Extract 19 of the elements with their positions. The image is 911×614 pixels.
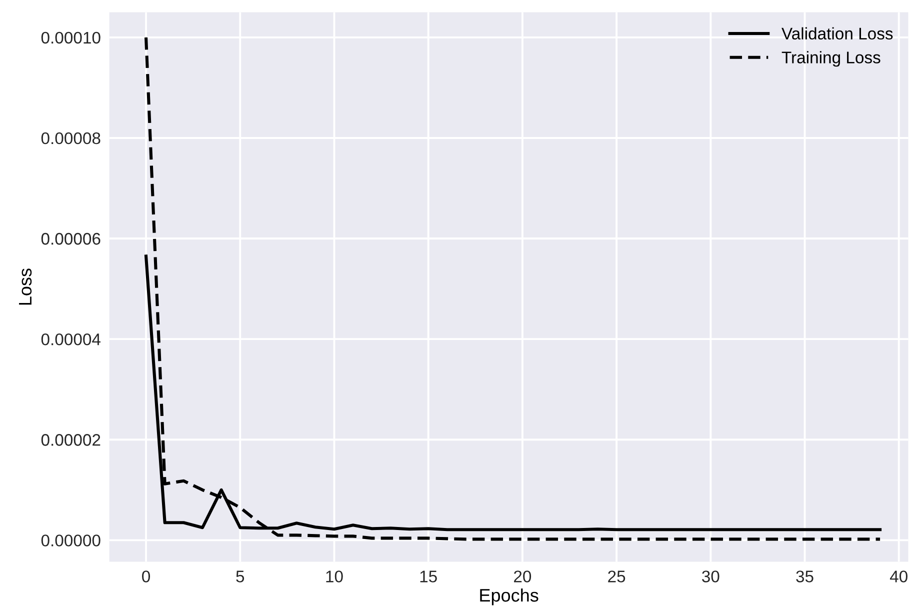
x-tick-label: 20: [514, 570, 532, 582]
legend-label: Validation Loss: [782, 27, 893, 40]
x-tick-label: 25: [608, 570, 626, 582]
x-tick-label: 30: [702, 570, 720, 582]
x-tick-label: 0: [142, 570, 150, 582]
x-tick-label: 35: [796, 570, 814, 582]
y-tick-label: 0.00000: [41, 534, 100, 546]
y-tick-label: 0.00010: [41, 32, 100, 44]
y-tick-label: 0.00002: [41, 434, 100, 446]
x-axis-title: Epochs: [480, 588, 538, 606]
y-tick-label: 0.00006: [41, 232, 100, 245]
x-tick-label: 40: [890, 570, 908, 582]
y-tick-label: 0.00004: [41, 333, 101, 346]
x-tick-label: 10: [326, 570, 343, 582]
y-axis-title: Loss: [19, 268, 32, 305]
x-tick-label: 5: [236, 570, 244, 582]
y-tick-label: 0.00008: [41, 132, 100, 144]
x-tick-label: 15: [420, 570, 437, 582]
legend-label: Training Loss: [782, 51, 880, 67]
